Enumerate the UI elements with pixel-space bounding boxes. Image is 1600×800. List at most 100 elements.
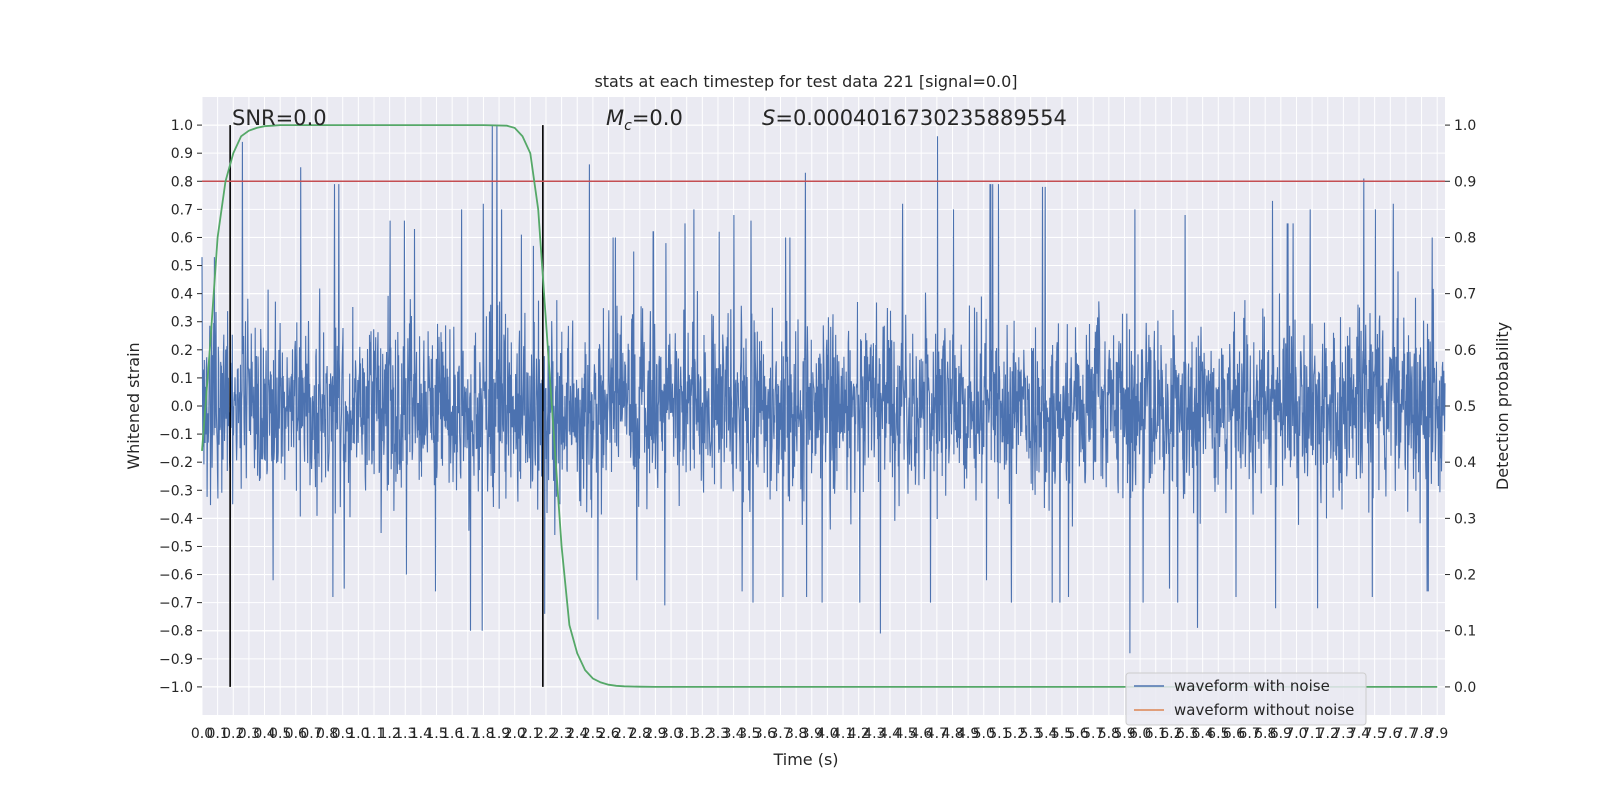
x-tick-label: 3.4 xyxy=(722,726,744,742)
y2-tick-label: 0.4 xyxy=(1454,455,1476,471)
y-axis-label: Whitened strain xyxy=(124,342,143,469)
score-value: =0.0004016730235889554 xyxy=(775,106,1067,130)
x-tick-label: 3.0 xyxy=(660,726,682,742)
x-tick-label: 1.8 xyxy=(472,726,494,742)
x-tick-label: 0.8 xyxy=(316,726,338,742)
y-tick-label: 0.2 xyxy=(171,343,193,359)
x-tick-label: 7.7 xyxy=(1395,726,1417,742)
x-tick-label: 4.6 xyxy=(910,726,932,742)
y2-tick-label: 0.0 xyxy=(1454,680,1476,696)
x-tick-label: 7.4 xyxy=(1348,726,1370,742)
legend-label-with-noise: waveform with noise xyxy=(1174,677,1330,695)
x-tick-label: 7.1 xyxy=(1301,726,1323,742)
x-tick-label: 4.0 xyxy=(816,726,838,742)
score-annotation: S=0.0004016730235889554 xyxy=(762,106,1067,130)
x-tick-label: 6.6 xyxy=(1223,726,1245,742)
y2-tick-label: 0.8 xyxy=(1454,230,1476,246)
x-tick-label: 2.4 xyxy=(566,726,588,742)
x-tick-label: 5.1 xyxy=(988,726,1010,742)
x-tick-label: 6.2 xyxy=(1160,726,1182,742)
y-tick-label: −0.4 xyxy=(159,511,193,527)
x-tick-label: 4.9 xyxy=(957,726,979,742)
x-tick-label: 1.7 xyxy=(457,726,479,742)
x-tick-label: 5.6 xyxy=(1066,726,1088,742)
y2-tick-label: 0.6 xyxy=(1454,343,1476,359)
x-tick-label: 0.7 xyxy=(300,726,322,742)
x-tick-label: 6.0 xyxy=(1129,726,1151,742)
x-tick-label: 5.8 xyxy=(1098,726,1120,742)
y-tick-labels: −1.0 −0.9 −0.8 −0.7 −0.6 −0.5 −0.4 −0.3 −0.2 −0.1… xyxy=(159,118,202,696)
x-tick-label: 4.4 xyxy=(879,726,901,742)
x-tick-label: 2.7 xyxy=(613,726,635,742)
y-tick-label: −0.6 xyxy=(159,568,193,584)
chirp-mass-subscript: c xyxy=(624,118,632,134)
y2-tick-label: 0.2 xyxy=(1454,568,1476,584)
x-tick-label: 5.5 xyxy=(1051,726,1073,742)
x-tick-label: 0.4 xyxy=(253,726,275,742)
x-tick-label: 7.9 xyxy=(1426,726,1448,742)
x-tick-label: 7.2 xyxy=(1317,726,1339,742)
y2-tick-labels: 0.0 0.1 0.2 0.3 0.4 0.5 0.6 0.7 0.8 0.9 1.0 xyxy=(1445,118,1476,696)
x-tick-label: 5.4 xyxy=(1035,726,1057,742)
x-tick-label: 1.5 xyxy=(425,726,447,742)
y-tick-label: 0.6 xyxy=(171,230,193,246)
x-tick-label: 0.1 xyxy=(207,726,229,742)
legend: waveform with noise waveform without noi… xyxy=(1125,672,1367,726)
y-tick-label: −0.9 xyxy=(159,652,193,668)
x-tick-label: 6.3 xyxy=(1176,726,1198,742)
y-tick-label: −0.1 xyxy=(159,427,193,443)
x-tick-label: 5.0 xyxy=(973,726,995,742)
x-tick-label: 3.7 xyxy=(769,726,791,742)
waveform-with-noise-series xyxy=(201,125,1446,654)
x-tick-label: 4.7 xyxy=(926,726,948,742)
y-tick-label: 0.7 xyxy=(171,202,193,218)
x-tick-label: 3.5 xyxy=(738,726,760,742)
x-tick-label: 5.3 xyxy=(1020,726,1042,742)
x-axis-label: Time (s) xyxy=(772,750,838,769)
x-tick-label: 3.6 xyxy=(754,726,776,742)
y-tick-label: −0.3 xyxy=(159,483,193,499)
x-tick-label: 4.5 xyxy=(894,726,916,742)
x-tick-label: 0.0 xyxy=(191,726,213,742)
x-tick-label: 0.2 xyxy=(222,726,244,742)
x-tick-label: 2.0 xyxy=(504,726,526,742)
y2-tick-label: 0.7 xyxy=(1454,287,1476,303)
x-tick-label: 2.6 xyxy=(597,726,619,742)
y2-tick-label: 0.1 xyxy=(1454,624,1476,640)
y2-tick-label: 0.5 xyxy=(1454,399,1476,415)
y-tick-label: −0.5 xyxy=(159,539,193,555)
x-tick-label: 1.2 xyxy=(378,726,400,742)
x-tick-label: 6.7 xyxy=(1238,726,1260,742)
x-tick-label: 1.9 xyxy=(488,726,510,742)
y-tick-label: 1.0 xyxy=(171,118,193,134)
x-tick-label: 2.5 xyxy=(582,726,604,742)
x-tick-label: 6.5 xyxy=(1207,726,1229,742)
x-tick-label: 7.8 xyxy=(1410,726,1432,742)
score-symbol: S xyxy=(762,106,775,130)
x-tick-label: 7.3 xyxy=(1332,726,1354,742)
x-tick-label: 2.8 xyxy=(629,726,651,742)
y-tick-label: 0.9 xyxy=(171,146,193,162)
y-tick-label: 0.1 xyxy=(171,371,193,387)
x-tick-label: 3.2 xyxy=(691,726,713,742)
x-tick-label: 1.6 xyxy=(441,726,463,742)
chirp-mass-value: =0.0 xyxy=(632,106,683,130)
snr-annotation: SNR=0.0 xyxy=(232,106,327,130)
x-tick-label: 0.6 xyxy=(285,726,307,742)
x-tick-label: 5.9 xyxy=(1113,726,1135,742)
x-tick-label: 4.8 xyxy=(941,726,963,742)
x-tick-label: 6.1 xyxy=(1145,726,1167,742)
legend-label-without-noise: waveform without noise xyxy=(1174,701,1354,719)
chirp-mass-symbol: M xyxy=(606,106,624,130)
x-tick-label: 6.9 xyxy=(1270,726,1292,742)
y-tick-label: 0.8 xyxy=(171,174,193,190)
x-tick-label: 4.2 xyxy=(848,726,870,742)
detection-probability-line xyxy=(201,124,1438,688)
x-tick-label: 1.0 xyxy=(347,726,369,742)
x-tick-label: 2.3 xyxy=(550,726,572,742)
x-tick-label: 0.9 xyxy=(332,726,354,742)
x-tick-label: 5.7 xyxy=(1082,726,1104,742)
chirp-mass-annotation: Mc=0.0 xyxy=(606,106,683,134)
x-tick-label: 6.8 xyxy=(1254,726,1276,742)
